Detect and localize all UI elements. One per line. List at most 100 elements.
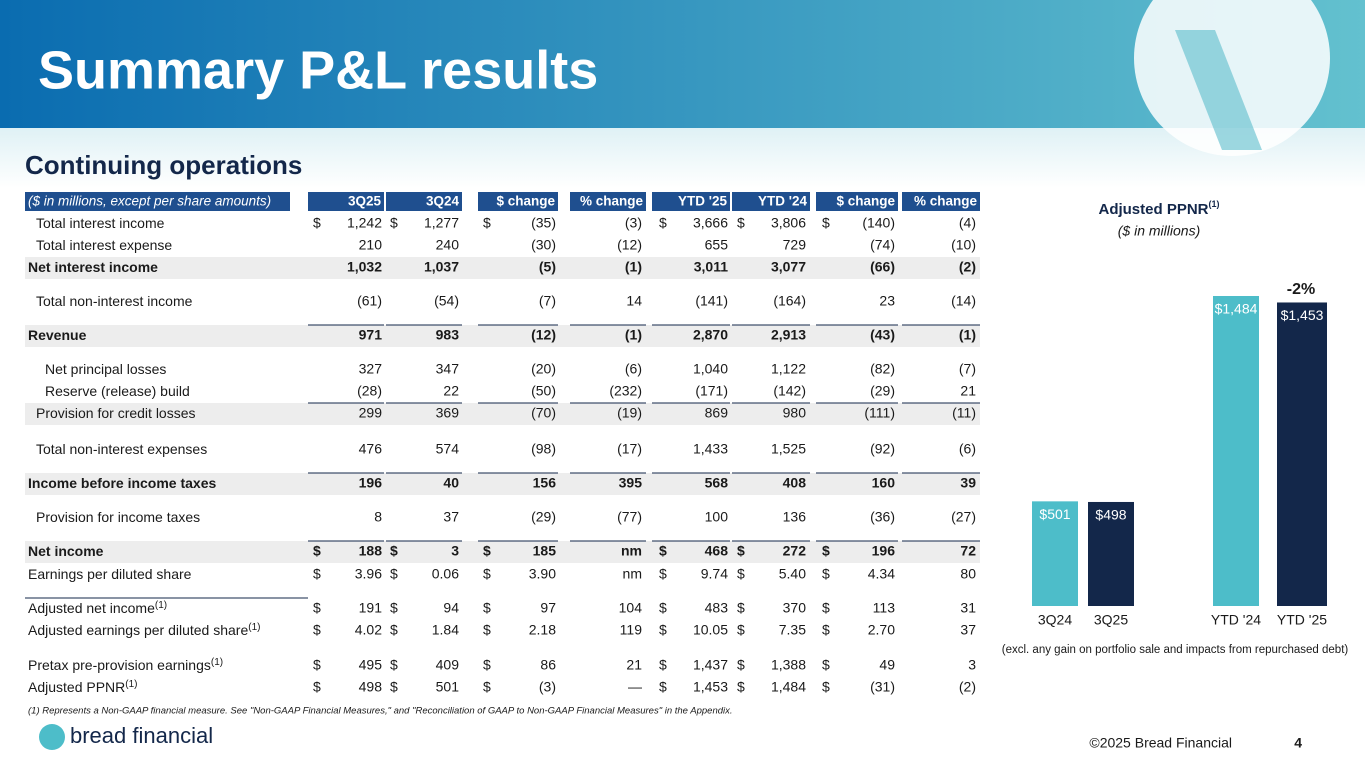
cell-value: (66) <box>870 259 895 275</box>
currency-sign: $ <box>659 215 667 231</box>
cell-value: (6) <box>625 361 642 377</box>
cell-value: 1,037 <box>424 259 459 275</box>
cell-value: 113 <box>873 600 896 616</box>
cell-value: 327 <box>359 361 383 377</box>
cell-value: (12) <box>617 237 642 253</box>
cell-value: 2.70 <box>868 622 895 638</box>
cell-value: 39 <box>960 475 976 491</box>
row-label: Earnings per diluted share <box>28 566 192 582</box>
cell-value: (6) <box>959 441 976 457</box>
cell-value: (10) <box>951 237 976 253</box>
chart-title-text: Adjusted PPNR <box>1098 201 1208 218</box>
row-label: Total non-interest income <box>36 293 193 309</box>
currency-sign: $ <box>737 215 745 231</box>
cell-value: (70) <box>531 405 556 421</box>
cell-value: (54) <box>434 293 459 309</box>
column-header: YTD '24 <box>758 194 807 209</box>
header-cell <box>478 192 558 211</box>
cell-value: 10.05 <box>693 622 728 638</box>
currency-sign: $ <box>390 543 398 559</box>
cell-value: (7) <box>959 361 976 377</box>
currency-sign: $ <box>483 657 491 673</box>
cell-value: 21 <box>960 383 976 399</box>
footnote: (1) Represents a Non-GAAP financial meas… <box>28 706 733 717</box>
row-shade <box>25 403 980 425</box>
cell-value: 3,806 <box>771 215 806 231</box>
currency-sign: $ <box>659 679 667 695</box>
row-label: Adjusted earnings per diluted share(1) <box>28 622 261 638</box>
cell-value: 869 <box>705 405 729 421</box>
page-number: 4 <box>1294 735 1302 751</box>
cell-value: 983 <box>436 327 460 343</box>
currency-sign: $ <box>390 600 398 616</box>
cell-value: (4) <box>959 215 976 231</box>
currency-sign: $ <box>313 543 321 559</box>
cell-value: (43) <box>870 327 895 343</box>
cell-value: 21 <box>626 657 642 673</box>
currency-sign: $ <box>483 543 491 559</box>
bar-label: $1,484 <box>1215 301 1258 317</box>
x-tick-label: YTD '24 <box>1211 612 1261 628</box>
row-label: Adjusted PPNR(1) <box>28 679 138 695</box>
column-header: $ change <box>836 194 895 209</box>
cell-value: (77) <box>617 509 642 525</box>
cell-value: 1,484 <box>771 679 806 695</box>
currency-sign: $ <box>737 543 745 559</box>
cell-value: nm <box>621 543 642 559</box>
row-label-text: Total interest expense <box>36 237 172 253</box>
cell-value: — <box>628 679 642 695</box>
cell-value: 2,870 <box>693 327 728 343</box>
cell-value: 574 <box>436 441 460 457</box>
header-cell <box>816 192 898 211</box>
cell-value: 395 <box>619 475 643 491</box>
row-label-text: Net principal losses <box>45 361 166 377</box>
cell-value: 97 <box>540 600 556 616</box>
row-label-text: Provision for credit losses <box>36 405 196 421</box>
cell-value: 1,032 <box>347 259 382 275</box>
row-label-note: (1) <box>155 600 167 611</box>
cell-value: 568 <box>705 475 729 491</box>
currency-sign: $ <box>659 657 667 673</box>
cell-value: (171) <box>695 383 728 399</box>
cell-value: 498 <box>359 679 383 695</box>
cell-value: 369 <box>436 405 460 421</box>
cell-value: 1,433 <box>693 441 728 457</box>
cell-value: 240 <box>436 237 460 253</box>
currency-sign: $ <box>390 657 398 673</box>
header-fade <box>0 128 1365 188</box>
currency-sign: $ <box>822 566 830 582</box>
currency-sign: $ <box>822 657 830 673</box>
cell-value: (232) <box>609 383 642 399</box>
copyright: ©2025 Bread Financial <box>1089 735 1232 751</box>
cell-value: (1) <box>959 327 976 343</box>
chart-annotation: -2% <box>1287 281 1315 298</box>
cell-value: (82) <box>870 361 895 377</box>
cell-value: 1,453 <box>693 679 728 695</box>
cell-value: (31) <box>870 679 895 695</box>
row-label-note: (1) <box>248 622 260 633</box>
cell-value: (2) <box>959 259 976 275</box>
cell-value: (12) <box>531 327 556 343</box>
chart-subtitle: ($ in millions) <box>1118 223 1200 239</box>
cell-value: 37 <box>443 509 459 525</box>
cell-value: (74) <box>870 237 895 253</box>
row-label: Provision for credit losses <box>36 405 196 421</box>
currency-sign: $ <box>822 600 830 616</box>
currency-sign: $ <box>737 600 745 616</box>
row-label-text: Earnings per diluted share <box>28 566 192 582</box>
chart-title-note: (1) <box>1209 199 1220 209</box>
cell-value: 196 <box>359 475 383 491</box>
cell-value: 468 <box>705 543 729 559</box>
row-label: Provision for income taxes <box>36 509 200 525</box>
cell-value: 1,277 <box>424 215 459 231</box>
currency-sign: $ <box>483 679 491 695</box>
cell-value: 7.35 <box>779 622 806 638</box>
cell-value: 971 <box>359 327 383 343</box>
cell-value: 655 <box>705 237 729 253</box>
cell-value: nm <box>623 566 642 582</box>
currency-sign: $ <box>822 543 830 559</box>
currency-sign: $ <box>822 622 830 638</box>
bar <box>1088 501 1134 606</box>
row-label-text: Total interest income <box>36 215 165 231</box>
